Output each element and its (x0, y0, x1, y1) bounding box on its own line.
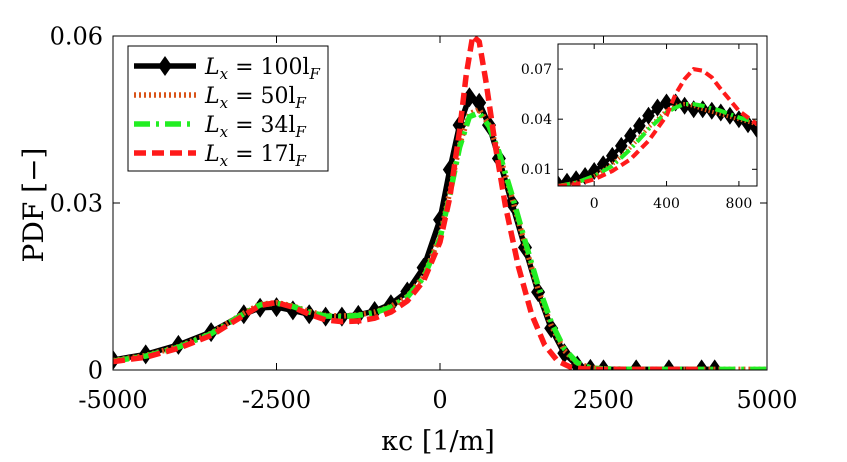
inset-xtick-label: 0 (590, 196, 599, 212)
inset-axes-box (557, 43, 758, 187)
legend-marker-0 (158, 56, 172, 76)
main-xtick-label: 2500 (573, 386, 634, 414)
main-ytick-label: 0.06 (50, 22, 103, 50)
inset-marker-0-7 (615, 136, 628, 155)
inset-marker-0-8 (624, 126, 637, 145)
inset-chart: 0 400 800 0.01 0.04 0.07 (521, 43, 758, 212)
inset-series-line-3 (558, 67, 757, 186)
y-axis-label: PDF [−] (17, 148, 50, 263)
inset-xtick-label: 800 (726, 196, 753, 212)
inset-marker-0-10 (642, 106, 655, 125)
inset-ticklabels-layer: 0 400 800 0.01 0.04 0.07 (521, 62, 752, 212)
inset-ytick-label: 0.04 (521, 112, 552, 128)
legend-label-0: Lx = 100lF (204, 55, 321, 83)
inset-ytick-label: 0.07 (521, 62, 552, 78)
inset-ticks-layer (558, 44, 757, 186)
legend-label-2: Lx = 34lF (204, 113, 307, 141)
legend-label-3: Lx = 17lF (204, 142, 307, 170)
main-series-line-3 (113, 34, 702, 370)
inset-ytick-label: 0.01 (521, 162, 552, 178)
main-ticks-layer (112, 35, 768, 371)
main-ytick-label: 0 (88, 356, 103, 384)
x-axis-label: κc [1/m] (381, 426, 495, 457)
inset-xtick-label: 400 (653, 196, 680, 212)
main-series-layer (113, 34, 767, 370)
inset-marker-0-9 (633, 116, 646, 135)
main-xtick-label: 0 (432, 386, 447, 414)
inset-series-layer (558, 67, 757, 186)
inset-marker-0-17 (705, 101, 719, 120)
y-axis-label-text: PDF [−] (17, 148, 50, 263)
inset-marker-0-12 (660, 93, 673, 112)
inset-marker-0-21 (741, 115, 755, 134)
main-ticklabels-layer: -5000 -2500 0 2500 5000 0 0.03 0.06 (50, 22, 798, 414)
inset-marker-0-11 (651, 98, 664, 117)
main-xtick-label: -5000 (78, 386, 147, 414)
main-ytick-label: 0.03 (50, 189, 103, 217)
legend-label-1: Lx = 50lF (204, 84, 307, 112)
main-xtick-label: -2500 (242, 386, 311, 414)
main-xtick-label: 5000 (736, 386, 797, 414)
main-marker-0-20 (472, 92, 487, 113)
